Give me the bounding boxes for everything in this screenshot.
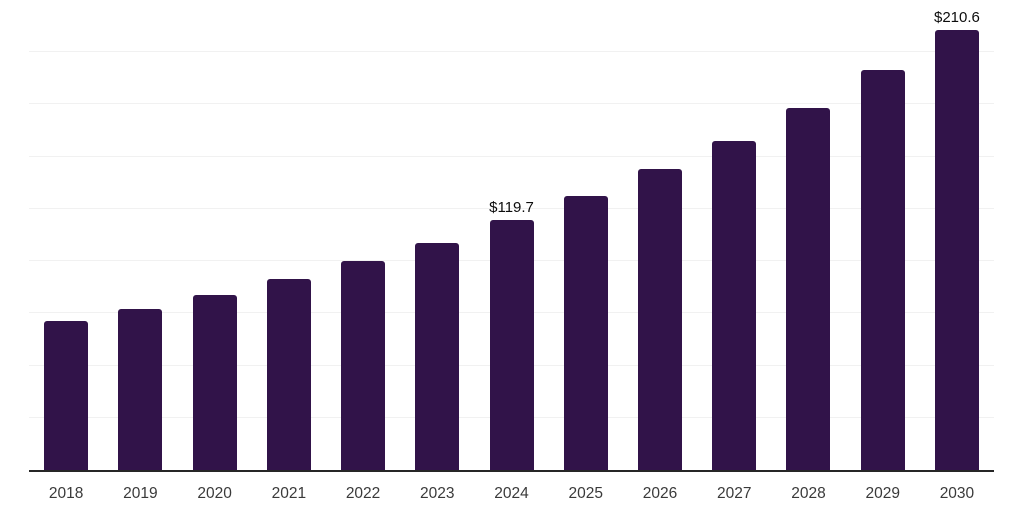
x-axis-labels: 2018 2019 2020 2021 2022 2023 2024 2025 2026 2027… <box>29 472 994 502</box>
bar-2018 <box>44 320 89 470</box>
bar-2021 <box>266 279 311 470</box>
x-tick-2025: 2025 <box>568 485 603 502</box>
bar-slot-2020 <box>177 0 251 470</box>
x-tick-2029: 2029 <box>865 485 900 502</box>
x-tick-2028: 2028 <box>791 485 826 502</box>
bar-slot-2030: $210.6 <box>920 0 994 470</box>
bar-2030: $210.6 <box>934 10 980 470</box>
plot-area: $119.7 $210.6 <box>29 0 994 472</box>
bar-2029 <box>860 69 905 470</box>
bar-2020 <box>192 295 237 470</box>
x-tick-2023: 2023 <box>420 485 455 502</box>
bar-slot-2029 <box>846 0 920 470</box>
bar-2028 <box>786 108 831 470</box>
x-tick-2021: 2021 <box>271 485 307 502</box>
gridline <box>29 51 994 53</box>
bar-2024: $119.7 <box>489 200 534 470</box>
bar-2019 <box>118 308 163 470</box>
x-tick-2019: 2019 <box>123 485 158 502</box>
x-tick-2030: 2030 <box>939 485 975 502</box>
bar-slot-2021 <box>252 0 326 470</box>
bar-value-label-2024: $119.7 <box>489 198 534 216</box>
bar-2025 <box>563 196 608 470</box>
bar-slot-2025 <box>549 0 623 470</box>
x-tick-2022: 2022 <box>345 485 381 502</box>
gridline <box>29 103 994 105</box>
bar-2026 <box>637 169 682 470</box>
x-axis-line <box>29 470 994 472</box>
bar-slot-2024: $119.7 <box>474 0 548 470</box>
x-tick-2027: 2027 <box>716 485 752 502</box>
bar-slot-2022 <box>326 0 400 470</box>
bar-slot-2028 <box>771 0 845 470</box>
bar-slot-2018 <box>29 0 103 470</box>
x-tick-2024: 2024 <box>494 485 529 502</box>
bar-slot-2019 <box>103 0 177 470</box>
bar-slot-2023 <box>400 0 474 470</box>
x-tick-2018: 2018 <box>48 485 84 502</box>
bar-slot-2026 <box>623 0 697 470</box>
bar-2027 <box>712 140 757 470</box>
gridline <box>29 155 994 157</box>
bar-2023 <box>415 242 460 470</box>
bars-row: $119.7 $210.6 <box>29 0 994 470</box>
bar-2022 <box>341 260 386 470</box>
x-tick-2026: 2026 <box>642 485 678 502</box>
bar-value-label-2030: $210.6 <box>933 9 980 27</box>
x-tick-2020: 2020 <box>197 485 232 502</box>
gridline <box>29 207 994 209</box>
bar-slot-2027 <box>697 0 771 470</box>
